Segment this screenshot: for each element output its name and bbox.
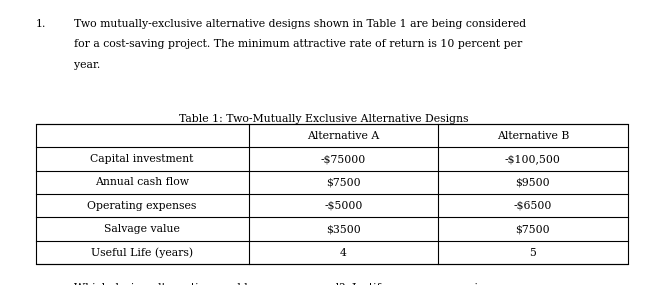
Text: $3500: $3500 bbox=[326, 224, 361, 234]
Text: year.: year. bbox=[74, 60, 101, 70]
Text: -$6500: -$6500 bbox=[514, 201, 552, 211]
Text: $7500: $7500 bbox=[516, 224, 550, 234]
Text: Alternative B: Alternative B bbox=[497, 131, 569, 141]
Text: Salvage value: Salvage value bbox=[104, 224, 180, 234]
Text: Operating expenses: Operating expenses bbox=[87, 201, 197, 211]
Text: 4: 4 bbox=[340, 247, 347, 258]
Text: -$100,500: -$100,500 bbox=[505, 154, 561, 164]
Text: Annual cash flow: Annual cash flow bbox=[95, 177, 189, 188]
Text: Capital investment: Capital investment bbox=[91, 154, 194, 164]
Text: Which design alternative would you recommend?  Justify your answer using: Which design alternative would you recom… bbox=[74, 283, 492, 285]
Text: 5: 5 bbox=[529, 247, 536, 258]
Text: -$75000: -$75000 bbox=[321, 154, 366, 164]
Text: Alternative A: Alternative A bbox=[307, 131, 380, 141]
Text: for a cost-saving project. The minimum attractive rate of return is 10 percent p: for a cost-saving project. The minimum a… bbox=[74, 39, 523, 49]
Bar bbox=[36, 124, 628, 264]
Text: Table 1: Two-Mutually Exclusive Alternative Designs: Table 1: Two-Mutually Exclusive Alternat… bbox=[179, 114, 468, 124]
Text: $7500: $7500 bbox=[326, 177, 361, 188]
Text: -$5000: -$5000 bbox=[324, 201, 362, 211]
Text: Two mutually-exclusive alternative designs shown in Table 1 are being considered: Two mutually-exclusive alternative desig… bbox=[74, 19, 527, 29]
Text: $9500: $9500 bbox=[516, 177, 550, 188]
Text: Useful Life (years): Useful Life (years) bbox=[91, 247, 193, 258]
Text: 1.: 1. bbox=[36, 19, 46, 29]
